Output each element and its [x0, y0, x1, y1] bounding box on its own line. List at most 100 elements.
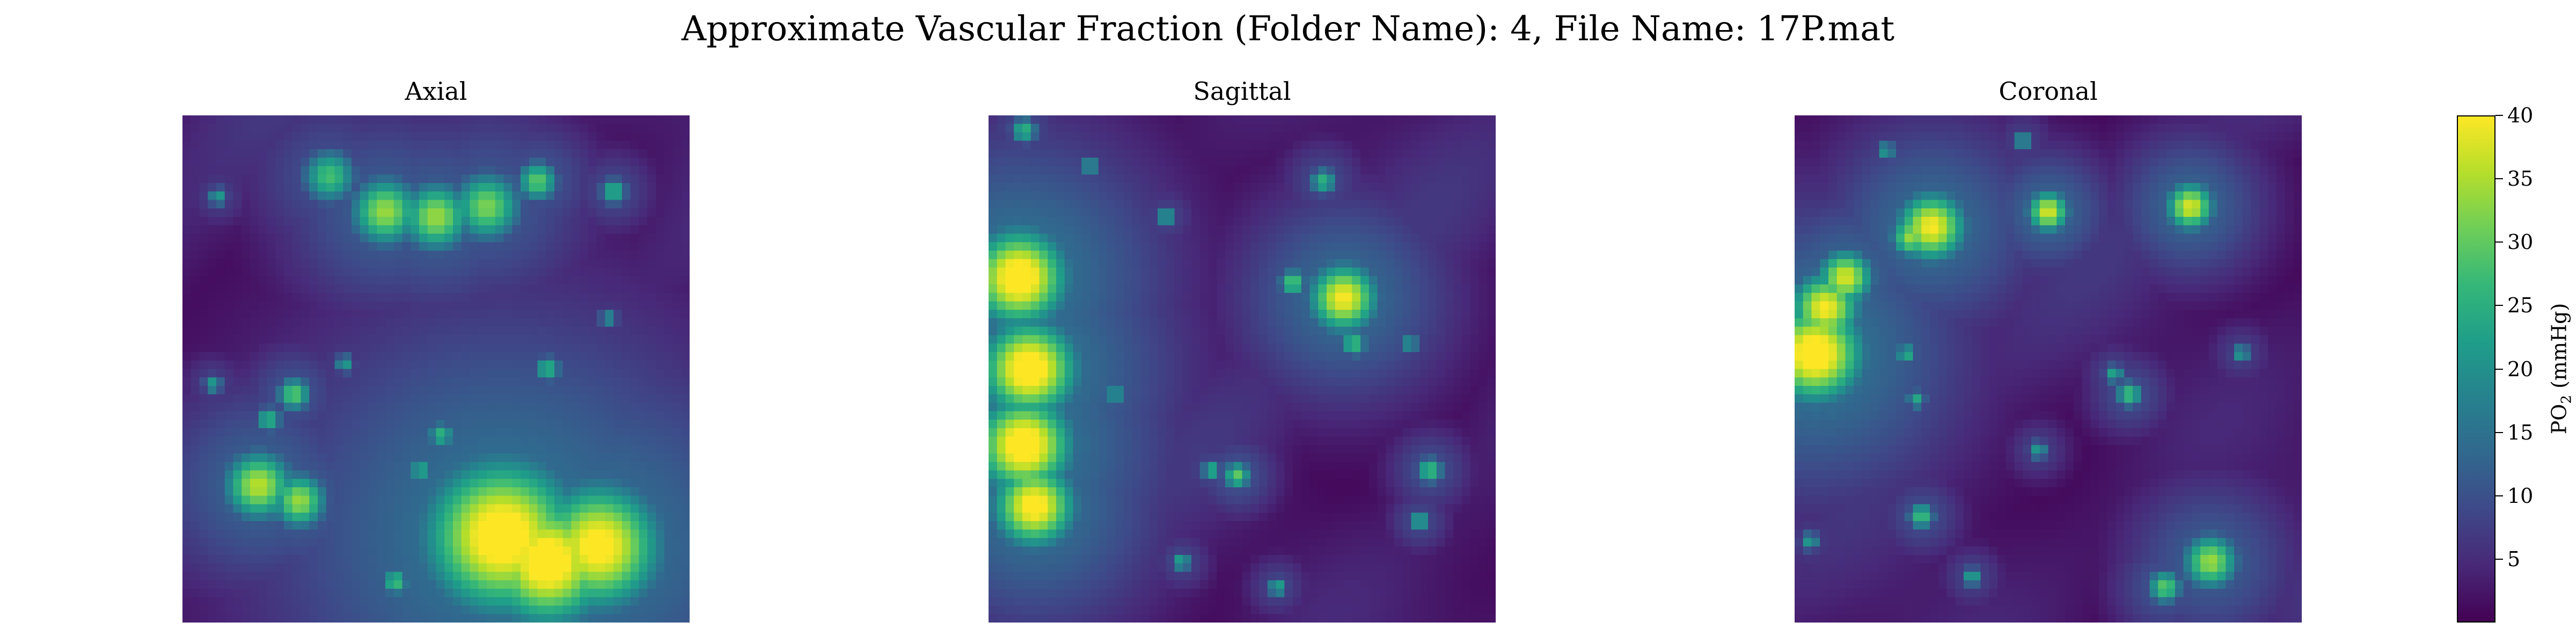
- heatmap-cell: [478, 428, 487, 437]
- heatmap-cell: [1056, 141, 1065, 150]
- heatmap-cell: [1479, 115, 1488, 125]
- heatmap-cell: [393, 233, 403, 243]
- heatmap-cell: [284, 251, 293, 260]
- heatmap-cell: [495, 132, 504, 141]
- heatmap-cell: [191, 453, 200, 463]
- heatmap-cell: [326, 123, 335, 133]
- heatmap-cell: [495, 462, 504, 471]
- heatmap-cell: [681, 301, 690, 310]
- heatmap-cell: [554, 200, 564, 209]
- heatmap-cell: [301, 360, 310, 370]
- heatmap-cell: [1115, 183, 1124, 192]
- heatmap-cell: [495, 377, 504, 386]
- heatmap-cell: [622, 614, 631, 623]
- heatmap-cell: [250, 428, 259, 437]
- heatmap-cell: [436, 563, 445, 573]
- heatmap-cell: [1309, 174, 1319, 184]
- heatmap-cell: [562, 310, 572, 319]
- heatmap-cell: [1428, 115, 1437, 125]
- heatmap-cell: [487, 183, 496, 192]
- heatmap-cell: [1140, 276, 1150, 285]
- heatmap-cell: [436, 597, 445, 606]
- heatmap-cell: [1014, 310, 1023, 319]
- heatmap-cell: [1368, 157, 1378, 167]
- heatmap-cell: [436, 191, 445, 201]
- heatmap-cell: [334, 360, 343, 370]
- heatmap-cell: [419, 166, 428, 175]
- heatmap-cell: [1445, 141, 1454, 150]
- heatmap-cell: [411, 580, 420, 589]
- heatmap-cell: [191, 369, 200, 378]
- heatmap-cell: [309, 369, 318, 378]
- heatmap-cell: [352, 580, 361, 589]
- heatmap-cell: [571, 115, 580, 125]
- heatmap-cell: [309, 183, 318, 192]
- heatmap-cell: [571, 174, 580, 184]
- heatmap-cell: [191, 132, 200, 141]
- heatmap-cell: [1124, 115, 1133, 125]
- heatmap-cell: [258, 123, 268, 133]
- heatmap-cell: [1208, 200, 1217, 209]
- heatmap-cell: [309, 377, 318, 386]
- sagittal-heatmap-image: [989, 115, 1496, 623]
- heatmap-cell: [521, 284, 530, 294]
- heatmap-cell: [622, 445, 631, 454]
- heatmap-cell: [233, 225, 242, 235]
- heatmap-cell: [656, 242, 665, 251]
- heatmap-cell: [1327, 292, 1336, 302]
- heatmap-cell: [393, 183, 403, 192]
- heatmap-cell: [622, 301, 631, 310]
- heatmap-cell: [1259, 132, 1268, 141]
- heatmap-cell: [352, 360, 361, 370]
- heatmap-cell: [393, 411, 403, 420]
- heatmap-cell: [275, 166, 284, 175]
- heatmap-cell: [241, 360, 251, 370]
- heatmap-cell: [1199, 123, 1209, 133]
- heatmap-cell: [292, 343, 302, 353]
- heatmap-cell: [1309, 149, 1319, 158]
- heatmap-cell: [630, 326, 640, 336]
- heatmap-cell: [571, 436, 580, 445]
- heatmap-cell: [191, 267, 200, 276]
- heatmap-cell: [182, 369, 192, 378]
- heatmap-cell: [275, 251, 284, 260]
- heatmap-cell: [385, 580, 394, 589]
- heatmap-cell: [224, 343, 234, 353]
- heatmap-cell: [647, 310, 656, 319]
- heatmap-cell: [1107, 301, 1116, 310]
- heatmap-cell: [537, 343, 546, 353]
- heatmap-cell: [656, 251, 665, 260]
- heatmap-cell: [1352, 292, 1361, 302]
- heatmap-cell: [1149, 267, 1158, 276]
- heatmap-cell: [377, 411, 386, 420]
- heatmap-cell: [284, 555, 293, 564]
- heatmap-cell: [1149, 233, 1158, 243]
- heatmap-cell: [461, 149, 471, 158]
- heatmap-cell: [521, 233, 530, 243]
- heatmap-cell: [681, 563, 690, 573]
- heatmap-cell: [301, 546, 310, 555]
- heatmap-cell: [393, 386, 403, 395]
- heatmap-cell: [275, 369, 284, 378]
- heatmap-cell: [208, 445, 217, 454]
- heatmap-cell: [224, 470, 234, 479]
- heatmap-cell: [1081, 292, 1091, 302]
- heatmap-cell: [1124, 132, 1133, 141]
- heatmap-cell: [1470, 123, 1480, 133]
- heatmap-cell: [275, 479, 284, 488]
- heatmap-cell: [241, 310, 251, 319]
- heatmap-cell: [503, 183, 513, 192]
- heatmap-cell: [521, 614, 530, 623]
- heatmap-cell: [444, 183, 453, 192]
- heatmap-cell: [1267, 251, 1277, 260]
- heatmap-cell: [537, 529, 546, 539]
- heatmap-cell: [191, 123, 200, 133]
- heatmap-cell: [258, 166, 268, 175]
- heatmap-cell: [402, 462, 411, 471]
- heatmap-cell: [258, 572, 268, 581]
- heatmap-cell: [1402, 292, 1412, 302]
- heatmap-cell: [1402, 301, 1412, 310]
- heatmap-cell: [1090, 191, 1099, 201]
- heatmap-cell: [444, 352, 453, 361]
- heatmap-cell: [309, 225, 318, 235]
